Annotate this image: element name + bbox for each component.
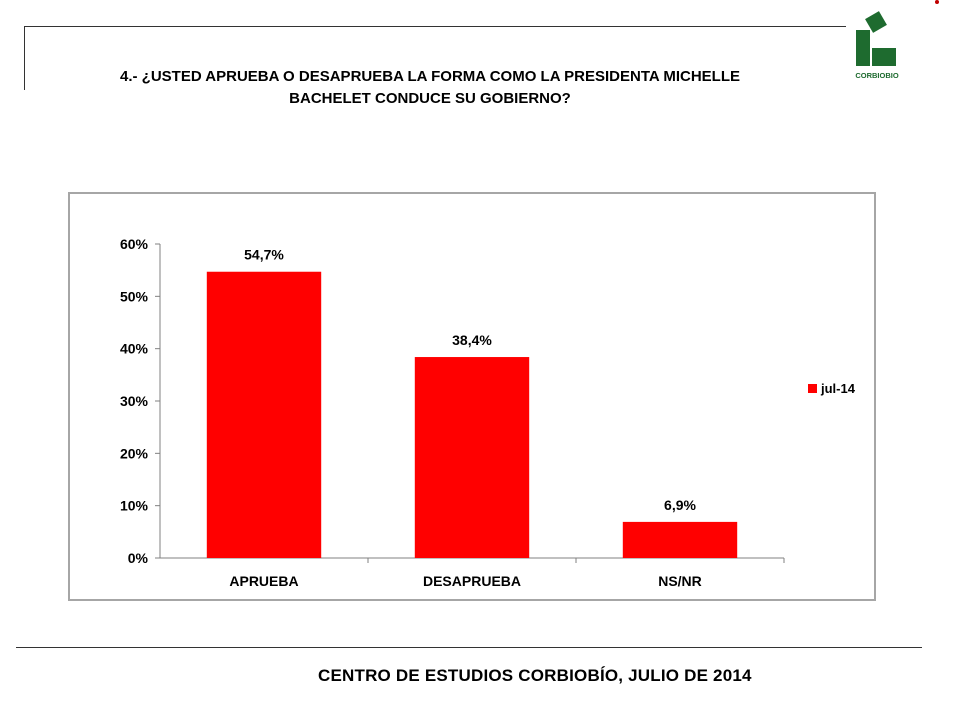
title-line-1: 4.- ¿USTED APRUEBA O DESAPRUEBA LA FORMA… [119,68,740,85]
header-rule [24,26,846,27]
category-label: APRUEBA [229,573,298,589]
corner-mark [935,0,939,4]
bar-chart: 0% 10% 20% 30% 40% 50% 60% 54,7% APRUEBA 38,4% DES… [120,236,856,589]
legend-swatch [808,384,817,393]
page-title: 4.- ¿USTED APRUEBA O DESAPRUEBA LA FORMA… [30,66,830,110]
y-tick-label: 50% [120,288,149,304]
y-tick-label: 40% [120,341,149,357]
bar [622,521,738,558]
header-left-rule [24,26,25,90]
bar [206,271,322,558]
category-label: DESAPRUEBA [423,573,521,589]
y-tick-label: 0% [128,550,149,566]
y-tick-label: 20% [120,445,149,461]
title-line-2: BACHELET CONDUCE SU GOBIERNO? [289,90,571,107]
chart-area: 0% 10% 20% 30% 40% 50% 60% 54,7% APRUEBA 38,4% DES… [68,192,876,601]
data-label: 38,4% [452,332,492,348]
data-label: 6,9% [664,497,696,513]
y-tick-label: 60% [120,236,149,252]
footer-text: CENTRO DE ESTUDIOS CORBIOBÍO, JULIO DE 2… [318,666,752,685]
corbiobio-logo: CORBIOBIO [855,11,899,80]
data-label: 54,7% [244,247,284,263]
logo-text: CORBIOBIO [855,71,899,80]
legend-label: jul-14 [820,381,856,396]
category-label: NS/NR [658,573,702,589]
footer-rule [16,647,922,648]
y-tick-label: 10% [120,498,149,514]
y-tick-label: 30% [120,393,149,409]
bar [414,357,530,558]
